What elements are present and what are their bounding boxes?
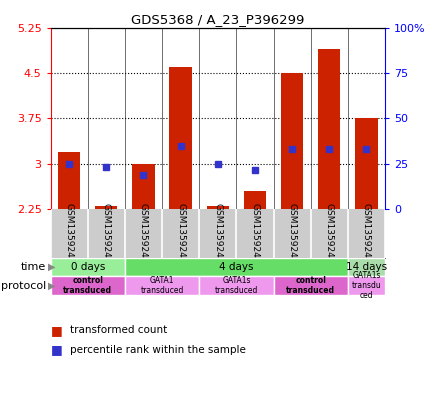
Text: GSM1359241: GSM1359241 <box>176 203 185 264</box>
Text: control
transduced: control transduced <box>286 276 335 295</box>
Bar <box>318 49 341 209</box>
Text: 0 days: 0 days <box>70 262 105 272</box>
Bar <box>125 276 199 295</box>
Text: GSM1359242: GSM1359242 <box>213 204 222 264</box>
Text: GSM1359244: GSM1359244 <box>362 204 371 264</box>
Text: ■: ■ <box>51 343 62 356</box>
Bar <box>199 276 274 295</box>
Text: time: time <box>21 262 46 272</box>
Text: ▶: ▶ <box>48 262 56 272</box>
Text: 4 days: 4 days <box>219 262 253 272</box>
Text: protocol: protocol <box>1 281 46 290</box>
Text: GATA1s
transduced: GATA1s transduced <box>215 276 258 295</box>
Bar <box>95 206 117 209</box>
Bar <box>51 258 125 276</box>
Bar <box>274 276 348 295</box>
Bar <box>348 276 385 295</box>
Bar <box>125 258 348 276</box>
Bar <box>169 67 192 209</box>
Text: GSM1359245: GSM1359245 <box>288 203 297 264</box>
Bar <box>348 258 385 276</box>
Text: GATA1
transduced: GATA1 transduced <box>140 276 184 295</box>
Text: 14 days: 14 days <box>346 262 387 272</box>
Bar <box>244 191 266 209</box>
Text: GSM1359247: GSM1359247 <box>65 203 73 264</box>
Bar <box>281 73 303 209</box>
Text: GSM1359243: GSM1359243 <box>250 203 260 264</box>
Bar <box>355 118 378 209</box>
Text: GATA1s
transdu
ced: GATA1s transdu ced <box>352 271 381 300</box>
Text: control
transduced: control transduced <box>63 276 112 295</box>
Bar <box>58 152 81 209</box>
Title: GDS5368 / A_23_P396299: GDS5368 / A_23_P396299 <box>131 13 304 26</box>
Text: ▶: ▶ <box>48 281 56 290</box>
Bar <box>207 206 229 209</box>
Bar <box>51 276 125 295</box>
Text: percentile rank within the sample: percentile rank within the sample <box>70 345 246 355</box>
Text: GSM1359240: GSM1359240 <box>139 203 148 264</box>
Text: transformed count: transformed count <box>70 325 168 335</box>
Text: GSM1359246: GSM1359246 <box>325 203 334 264</box>
Text: ■: ■ <box>51 323 62 337</box>
Text: GSM1359248: GSM1359248 <box>102 203 111 264</box>
Bar <box>132 164 154 209</box>
